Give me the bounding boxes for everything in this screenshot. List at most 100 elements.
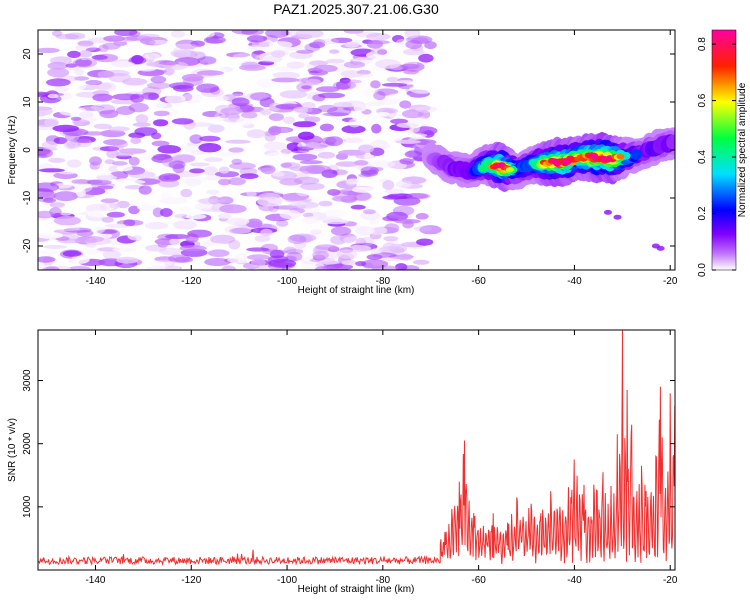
noise-blob [181,73,204,82]
noise-blob [404,30,421,39]
ridge-segment [616,154,625,160]
noise-blob [150,259,173,267]
snr-frame [37,329,676,571]
noise-blob [99,146,120,152]
noise-blob [286,61,305,69]
noise-blob [140,92,160,100]
noise-blob [181,103,200,110]
noise-blob [613,214,622,220]
noise-blob [321,169,338,179]
noise-blob [382,180,395,190]
noise-blob [198,143,222,153]
noise-blob [78,50,93,58]
noise-blob [104,159,116,165]
noise-blob [99,232,113,239]
noise-blob [181,176,207,184]
noise-blob [268,113,284,121]
noise-blob [144,53,161,60]
noise-blob [87,179,112,186]
noise-blob [232,91,244,97]
noise-blob [395,180,413,189]
noise-blob [322,219,349,225]
noise-blob [350,204,366,210]
noise-blob [38,168,65,173]
noise-blob [42,266,60,270]
noise-blob [172,154,196,163]
noise-blob [259,108,272,116]
noise-blob [153,110,170,117]
noise-blob [283,116,296,125]
noise-blob [116,256,139,264]
noise-blob [38,124,53,131]
noise-blob [327,189,341,196]
noise-blob [271,50,286,58]
noise-blob [39,191,57,199]
noise-blob [72,57,97,68]
noise-blob [54,92,73,100]
noise-blob [132,122,151,127]
noise-blob [288,51,313,59]
noise-blob [38,47,60,54]
noise-blob [264,152,291,162]
noise-blob [293,172,310,181]
noise-blob [402,193,429,199]
noise-blob [134,127,158,136]
x-tick-label: -40 [567,276,582,287]
noise-blob [53,55,69,63]
noise-blob [106,149,119,159]
noise-blob [296,82,313,92]
noise-blob [158,175,171,182]
noise-blob [188,122,215,127]
noise-blob [97,70,115,78]
noise-blob [94,226,106,234]
noise-blob [91,182,115,188]
noise-blob [66,141,81,149]
noise-blob [369,217,380,225]
noise-blob [310,229,322,235]
noise-blob [145,266,174,270]
noise-blob [400,63,420,70]
noise-blob [112,161,128,166]
ridge-segment [505,167,514,173]
spectrogram-x-label: Height of straight line (km) [298,285,415,296]
noise-blob [65,63,78,68]
noise-blob [339,77,351,84]
spectrogram-x-axis: -140 -120 -100 -80 -60 -40 -20 [85,30,678,287]
noise-blob [305,78,321,86]
noise-blob [109,203,120,209]
noise-blob [149,101,167,109]
noise-blob [404,150,423,158]
noise-blob [246,247,270,252]
noise-blob [341,260,358,266]
noise-blob [293,176,320,185]
noise-blob [231,158,243,165]
noise-blob [262,249,288,255]
noise-blob [305,142,321,149]
noise-blob [158,173,181,182]
y-tick-label: -20 [22,238,33,253]
noise-blob [231,30,259,35]
ridge-segment [630,149,643,160]
snr-y-axis: 1000 2000 3000 [22,369,675,518]
noise-blob [138,33,160,39]
noise-blob [64,140,76,150]
noise-blob [90,104,116,111]
noise-blob [153,119,169,127]
noise-blob [271,77,300,83]
noise-blob [313,64,338,73]
noise-blob [128,205,140,215]
noise-blob [359,87,379,95]
noise-blob [159,208,173,217]
noise-blob [202,240,215,247]
noise-blob [75,58,92,67]
noise-blob [401,265,420,270]
noise-blob [229,227,251,234]
noise-blob [301,85,312,90]
noise-blob [189,134,203,144]
noise-blob [168,254,191,263]
noise-blob [287,234,307,244]
noise-blob [99,109,119,119]
snr-panel: -140 -120 -100 -80 -60 -40 -20 1000 2000 3000 He… [7,329,678,595]
noise-blob [293,106,309,114]
noise-blob [184,178,202,187]
